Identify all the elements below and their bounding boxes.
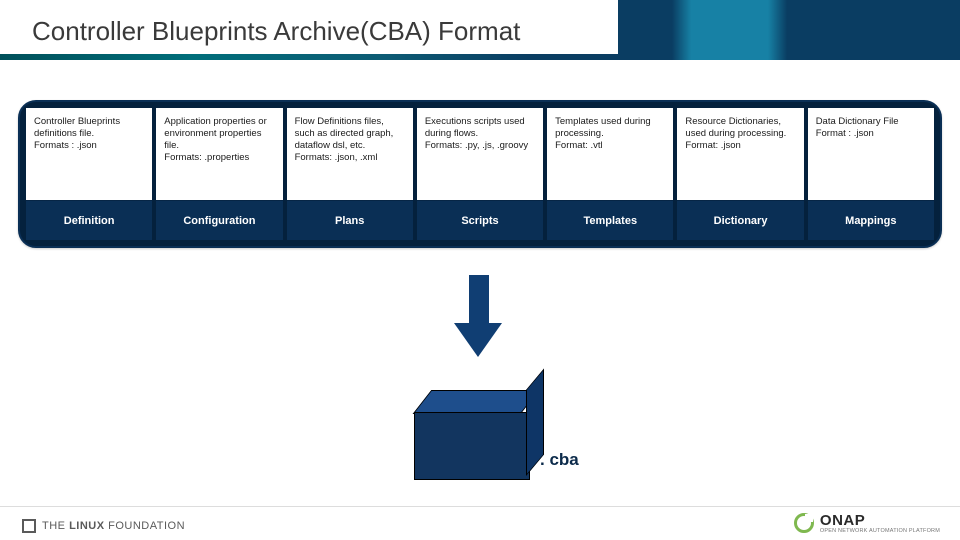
lf-prefix: THE <box>42 520 66 532</box>
col-plans-label: Plans <box>287 200 413 240</box>
col-scripts-label: Scripts <box>417 200 543 240</box>
columns-row: Controller Blueprints definitions file.F… <box>26 108 934 240</box>
col-definition-label: Definition <box>26 200 152 240</box>
onap-text: ONAP <box>820 512 940 529</box>
onap-logo: ONAP OPEN NETWORK AUTOMATION PLATFORM <box>794 512 940 535</box>
cba-cube-icon <box>414 390 544 490</box>
col-dictionary-desc: Resource Dictionaries, used during proce… <box>677 108 803 200</box>
linux-foundation-logo: THE LINUX FOUNDATION <box>22 519 185 533</box>
col-mappings-desc: Data Dictionary FileFormat : .json <box>808 108 934 200</box>
onap-subtext: OPEN NETWORK AUTOMATION PLATFORM <box>820 529 940 535</box>
page-title: Controller Blueprints Archive(CBA) Forma… <box>28 14 530 49</box>
col-templates-label: Templates <box>547 200 673 240</box>
col-plans: Flow Definitions files, such as directed… <box>287 108 413 240</box>
col-scripts-desc: Executions scripts used during flows.For… <box>417 108 543 200</box>
col-scripts: Executions scripts used during flows.For… <box>417 108 543 240</box>
col-configuration-label: Configuration <box>156 200 282 240</box>
arrow-down-icon <box>454 275 502 361</box>
col-templates-desc: Templates used during processing.Format:… <box>547 108 673 200</box>
col-mappings: Data Dictionary FileFormat : .json Mappi… <box>808 108 934 240</box>
col-mappings-label: Mappings <box>808 200 934 240</box>
col-templates: Templates used during processing.Format:… <box>547 108 673 240</box>
cba-columns-container: Controller Blueprints definitions file.F… <box>18 100 942 248</box>
onap-ring-icon <box>794 513 814 533</box>
col-plans-desc: Flow Definitions files, such as directed… <box>287 108 413 200</box>
col-dictionary: Resource Dictionaries, used during proce… <box>677 108 803 240</box>
col-definition-desc: Controller Blueprints definitions file.F… <box>26 108 152 200</box>
col-configuration: Application properties or environment pr… <box>156 108 282 240</box>
cba-label: . cba <box>540 450 579 470</box>
col-configuration-desc: Application properties or environment pr… <box>156 108 282 200</box>
footer: THE LINUX FOUNDATION ONAP OPEN NETWORK A… <box>0 506 960 540</box>
col-dictionary-label: Dictionary <box>677 200 803 240</box>
lf-square-icon <box>22 519 36 533</box>
lf-main: LINUX <box>69 520 105 532</box>
col-definition: Controller Blueprints definitions file.F… <box>26 108 152 240</box>
lf-suffix: FOUNDATION <box>108 520 185 532</box>
